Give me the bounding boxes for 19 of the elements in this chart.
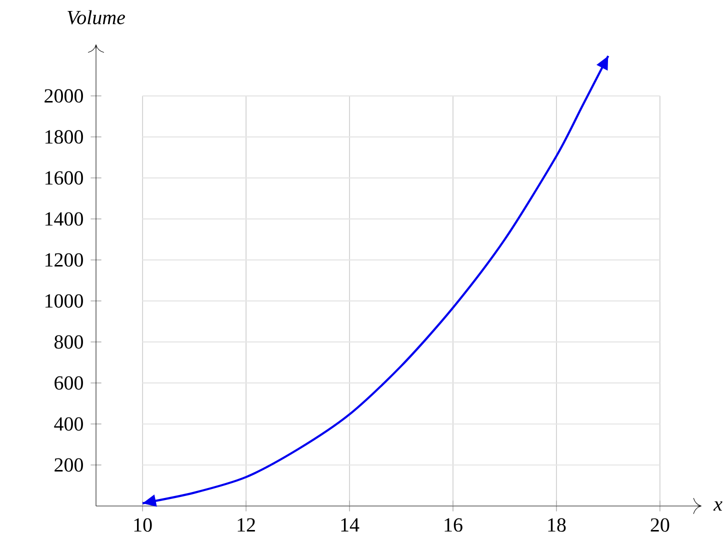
x-tick-label: 10	[134, 518, 152, 532]
y-tick-label: 600	[54, 376, 83, 390]
y-tick-label: 1600	[45, 171, 83, 185]
y-tick-label: 1000	[45, 294, 83, 308]
line-series	[142, 54, 610, 504]
x-tick-label: 18	[548, 518, 566, 532]
y-tick-label: 800	[54, 335, 83, 349]
x-tick-label: 12	[238, 518, 255, 532]
y-tick-label: 200	[54, 458, 83, 472]
y-tick-label: 1800	[45, 130, 83, 144]
x-tick-label: 20	[650, 518, 670, 532]
x-axis-title: x	[713, 501, 722, 511]
y-axis-title: Volume	[68, 10, 126, 24]
y-tick-label: 2000	[44, 89, 83, 103]
y-tick-label: 1400	[45, 212, 83, 226]
x-tick-label: 16	[444, 518, 462, 532]
x-tick-label: 14	[341, 518, 360, 532]
y-tick-label: 400	[54, 417, 83, 431]
y-tick-label: 1200	[45, 253, 83, 267]
